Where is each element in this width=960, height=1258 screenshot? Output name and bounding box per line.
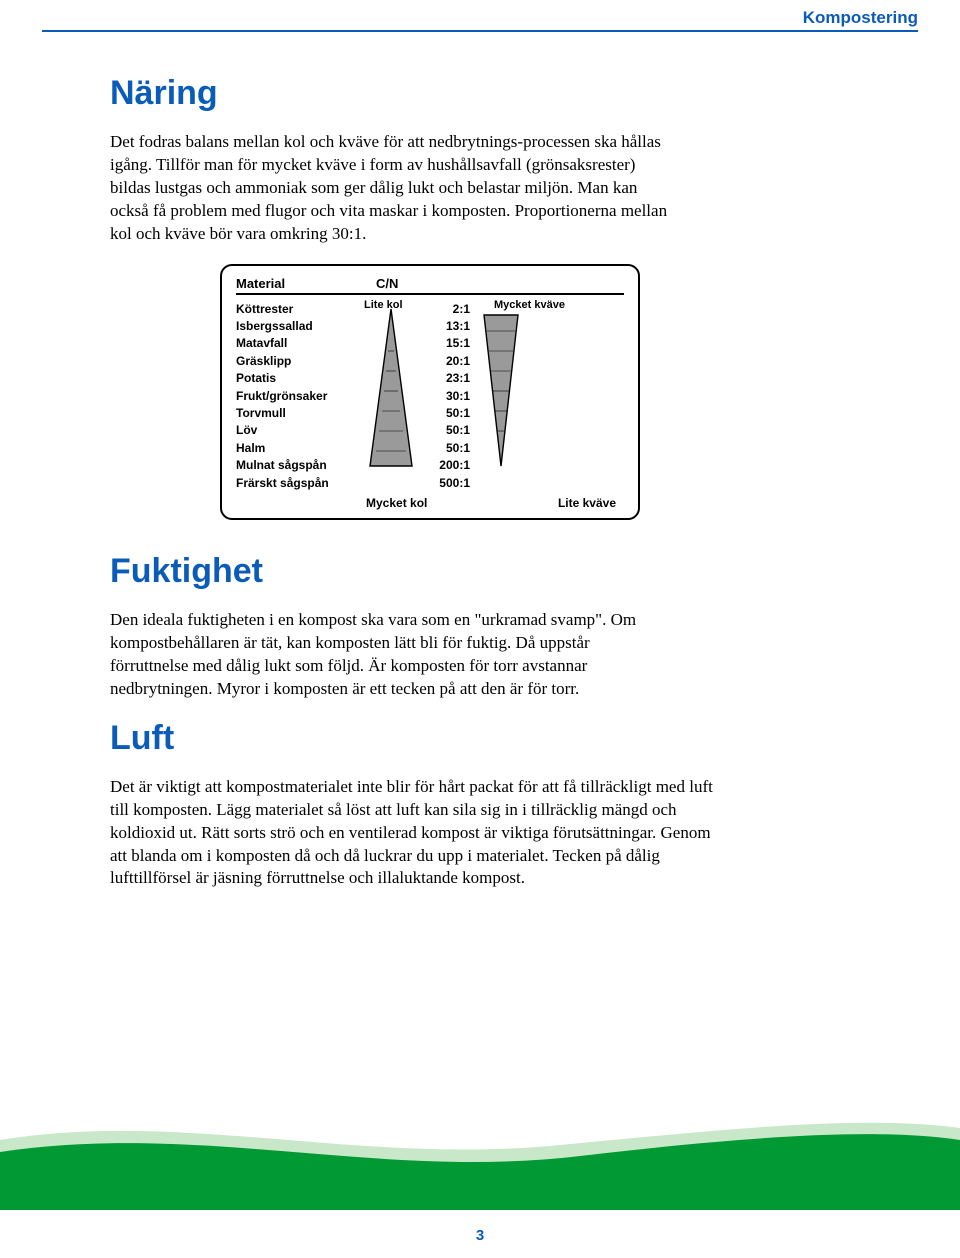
carbon-triangle-icon [366,301,416,469]
ratio-row: 30:1 [426,388,470,405]
material-row: Matavfall [236,335,366,352]
main-content: Näring Det fodras balans mellan kol och … [110,74,750,908]
figure-col1-header: Material [236,276,376,291]
left-triangle-top-label: Lite kol [364,299,403,311]
material-row: Gräsklipp [236,353,366,370]
right-triangle-column: Mycket kväve [476,301,536,471]
left-triangle-column: Lite kol [366,301,426,471]
ratio-row: 500:1 [426,475,470,492]
material-row: Potatis [236,370,366,387]
material-row: Köttrester [236,301,366,318]
ratio-row: 50:1 [426,405,470,422]
ratio-row: 50:1 [426,440,470,457]
material-row: Frukt/grönsaker [236,388,366,405]
ratios-column: 2:113:115:120:123:130:150:150:150:1200:1… [426,301,476,492]
ratio-row: 50:1 [426,422,470,439]
heading-fuktighet: Fuktighet [110,552,750,591]
materials-column: KöttresterIsbergssalladMatavfallGräsklip… [236,301,366,492]
figure-body: KöttresterIsbergssalladMatavfallGräsklip… [236,301,624,492]
cn-ratio-figure: Material C/N KöttresterIsbergssalladMata… [220,264,640,520]
material-row: Frärskt sågspån [236,475,366,492]
page-header: Kompostering [42,8,918,32]
heading-luft: Luft [110,719,750,758]
material-row: Isbergssallad [236,318,366,335]
footer-wave [0,1110,960,1210]
ratio-row: 15:1 [426,335,470,352]
body-fuktighet: Den ideala fuktigheten i en kompost ska … [110,609,670,701]
ratio-row: 13:1 [426,318,470,335]
right-triangle-top-label: Mycket kväve [494,299,565,311]
figure-footer-row: Mycket kol Lite kväve [236,496,624,510]
ratio-row: 200:1 [426,457,470,474]
ratio-row: 2:1 [426,301,470,318]
page-number: 3 [0,1227,960,1244]
ratio-row: 20:1 [426,353,470,370]
ratio-row: 23:1 [426,370,470,387]
figure-foot-left: Mycket kol [366,496,427,510]
header-category: Kompostering [803,8,918,27]
material-row: Torvmull [236,405,366,422]
body-naring: Det fodras balans mellan kol och kväve f… [110,131,670,246]
material-row: Löv [236,422,366,439]
figure-header-row: Material C/N [236,276,624,295]
body-luft: Det är viktigt att kompostmaterialet int… [110,776,730,891]
figure-foot-right: Lite kväve [558,496,616,510]
nitrogen-triangle-icon [476,301,526,469]
material-row: Halm [236,440,366,457]
figure-col2-header: C/N [376,276,476,291]
heading-naring: Näring [110,74,750,113]
material-row: Mulnat sågspån [236,457,366,474]
